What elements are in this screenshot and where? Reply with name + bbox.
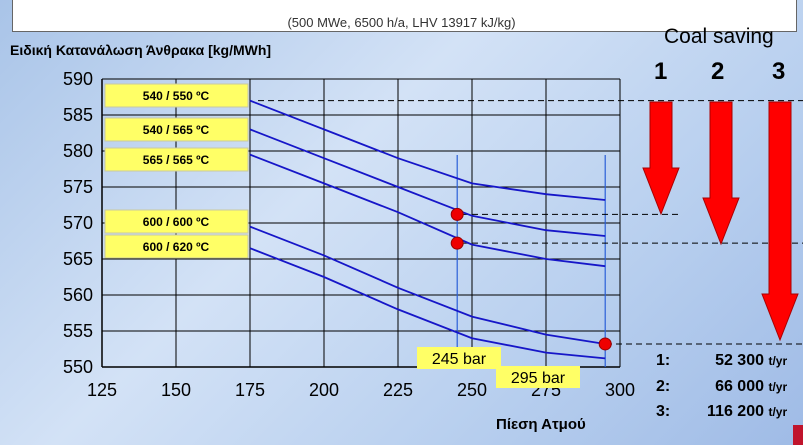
x-tick-label-7: 300 (605, 380, 635, 400)
series-label-box-3 (104, 209, 249, 234)
x-tick-label-3: 200 (309, 380, 339, 400)
y-tick-label-6: 580 (63, 141, 93, 161)
arrow-label-3: 3 (772, 58, 786, 85)
series-label-text-1: 540 / 565 ºC (143, 123, 210, 137)
coal-saving-title: Coal saving (664, 25, 774, 48)
series-line-4 (249, 247, 606, 360)
chart-subtitle: (500 MWe, 6500 h/a, LHV 13917 kJ/kg) (287, 15, 516, 30)
x-tick-label-2: 175 (235, 380, 265, 400)
series-label-box-0 (104, 83, 249, 108)
series-label-text-3: 600 / 600 ºC (143, 215, 210, 229)
series-line-0 (249, 99, 606, 201)
arrow-label-1: 1 (654, 58, 668, 85)
y-tick-label-2: 560 (63, 285, 93, 305)
saving-arrow-3 (761, 101, 799, 342)
saving-row-3: 3: 116 200 t/yr (656, 403, 788, 420)
series-line-2 (249, 153, 606, 268)
y-tick-label-3: 565 (63, 249, 93, 269)
marker-point-2 (598, 337, 612, 351)
header-box (12, 0, 797, 32)
series-label-box-4 (104, 234, 249, 259)
series-label-text-2: 565 / 565 ºC (143, 153, 210, 167)
y-tick-label-7: 585 (63, 105, 93, 125)
y-tick-label-5: 575 (63, 177, 93, 197)
x-tick-label-0: 125 (87, 380, 117, 400)
x-tick-label-5: 250 (457, 380, 487, 400)
pressure-label-0: 245 bar (417, 347, 501, 369)
pressure-label-text-1: 295 bar (511, 370, 566, 387)
arrow-label-2: 2 (711, 58, 725, 85)
series-line-3 (249, 225, 606, 345)
x-tick-label-4: 225 (383, 380, 413, 400)
pressure-label-box-1 (496, 366, 580, 388)
y-tick-label-1: 555 (63, 321, 93, 341)
saving-row-1: 1: 52 300 t/yr (656, 352, 788, 369)
series-label-box-1 (104, 117, 249, 142)
pressure-label-1: 295 bar (496, 366, 580, 388)
saving-row-2: 2: 66 000 t/yr (656, 378, 788, 395)
series-label-0: 540 / 550 ºC (104, 83, 249, 108)
marker-point-0 (450, 207, 464, 221)
series-label-text-4: 600 / 620 ºC (143, 240, 210, 254)
corner-decoration (793, 425, 803, 445)
series-label-1: 540 / 565 ºC (104, 117, 249, 142)
pressure-label-box-0 (417, 347, 501, 369)
pressure-label-text-0: 245 bar (432, 351, 487, 368)
series-label-2: 565 / 565 ºC (104, 147, 249, 172)
series-label-text-0: 540 / 550 ºC (143, 89, 210, 103)
series-label-box-2 (104, 147, 249, 172)
y-axis-label: Ειδική Κατανάλωση Άνθρακα [kg/MWh] (10, 42, 272, 58)
series-label-3: 600 / 600 ºC (104, 209, 249, 234)
series-label-4: 600 / 620 ºC (104, 234, 249, 259)
y-tick-label-8: 590 (63, 69, 93, 89)
y-tick-label-4: 570 (63, 213, 93, 233)
saving-arrow-2 (702, 101, 740, 246)
x-tick-label-1: 150 (161, 380, 191, 400)
marker-point-1 (450, 236, 464, 250)
y-tick-label-0: 550 (63, 357, 93, 377)
saving-arrow-1 (642, 101, 680, 216)
x-axis-label: Πίεση Ατμού (496, 416, 586, 433)
series-line-1 (249, 128, 606, 237)
